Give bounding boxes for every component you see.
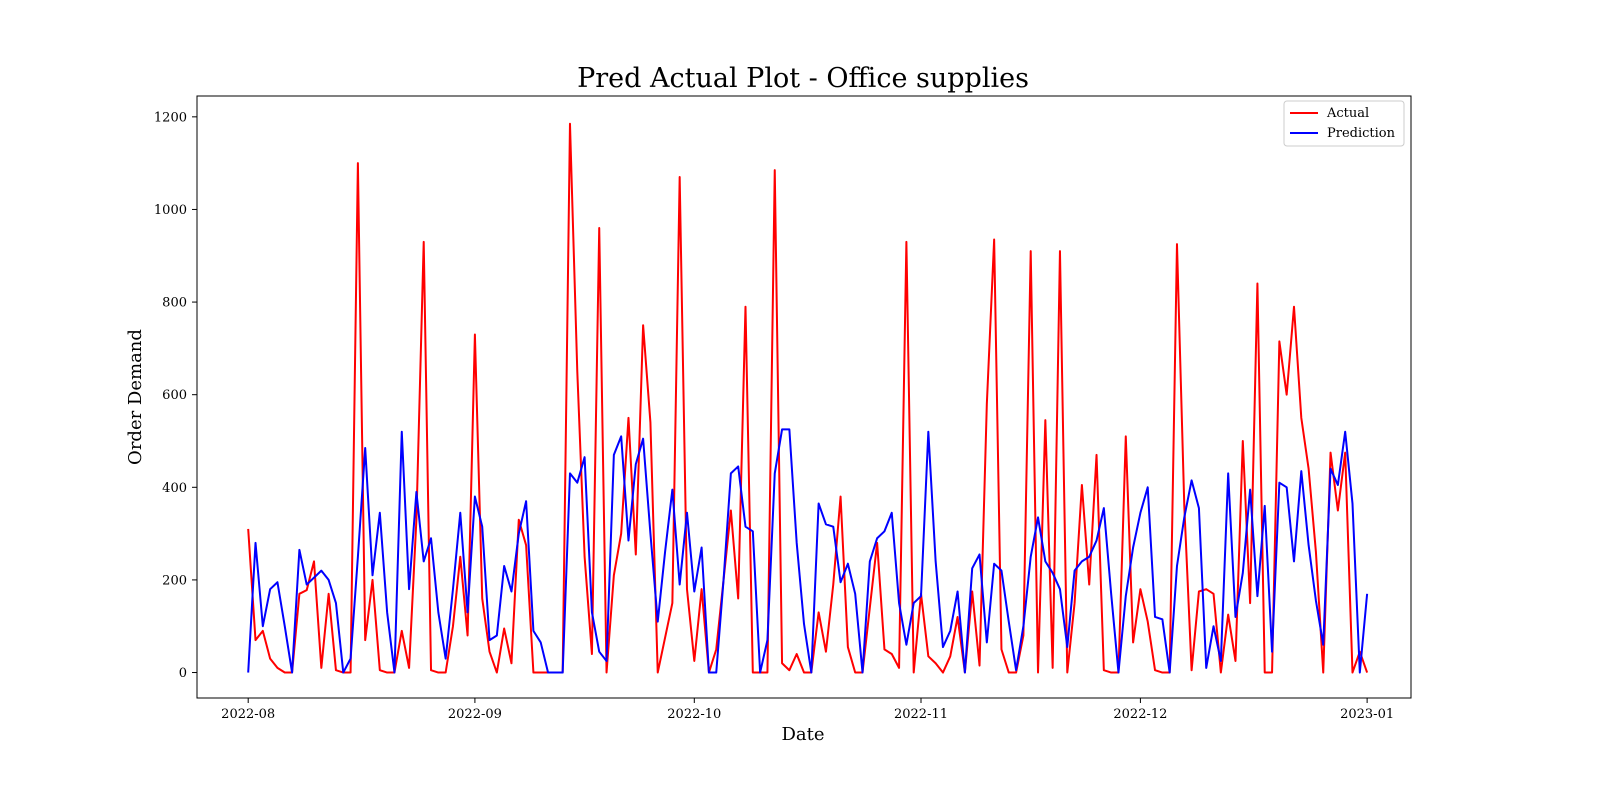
plot-area — [196, 95, 1412, 699]
x-tick-label: 2022-09 — [448, 707, 502, 722]
chart-title: Pred Actual Plot - Office supplies — [577, 63, 1029, 94]
legend-label-actual: Actual — [1326, 106, 1369, 121]
x-tick-label: 2022-12 — [1113, 707, 1167, 722]
y-tick-label: 400 — [162, 481, 187, 496]
x-tick-label: 2022-08 — [221, 707, 275, 722]
y-tick-label: 0 — [179, 666, 187, 681]
series-layer — [247, 122, 1369, 674]
y-tick-label: 800 — [162, 296, 187, 311]
y-axis-label: Order Demand — [125, 329, 146, 465]
y-tick-label: 200 — [162, 573, 187, 588]
x-tick-label: 2022-10 — [667, 707, 721, 722]
x-tick-label: 2022-11 — [894, 707, 948, 722]
y-tick-label: 1200 — [154, 110, 187, 125]
x-axis: 2022-08 2022-09 2022-10 2022-11 2022-12 2023-… — [221, 698, 1394, 722]
y-tick-label: 1000 — [154, 203, 187, 218]
legend: Actual Prediction — [1283, 100, 1405, 147]
y-axis: 0 200 400 600 800 1000 1200 — [154, 110, 197, 681]
series-line-actual — [247, 122, 1369, 674]
x-axis-label: Date — [781, 724, 824, 745]
legend-label-prediction: Prediction — [1327, 126, 1396, 141]
y-tick-label: 600 — [162, 388, 187, 403]
x-tick-label: 2023-01 — [1340, 707, 1394, 722]
plot-frame — [196, 95, 1412, 699]
series-line-prediction — [247, 428, 1369, 674]
